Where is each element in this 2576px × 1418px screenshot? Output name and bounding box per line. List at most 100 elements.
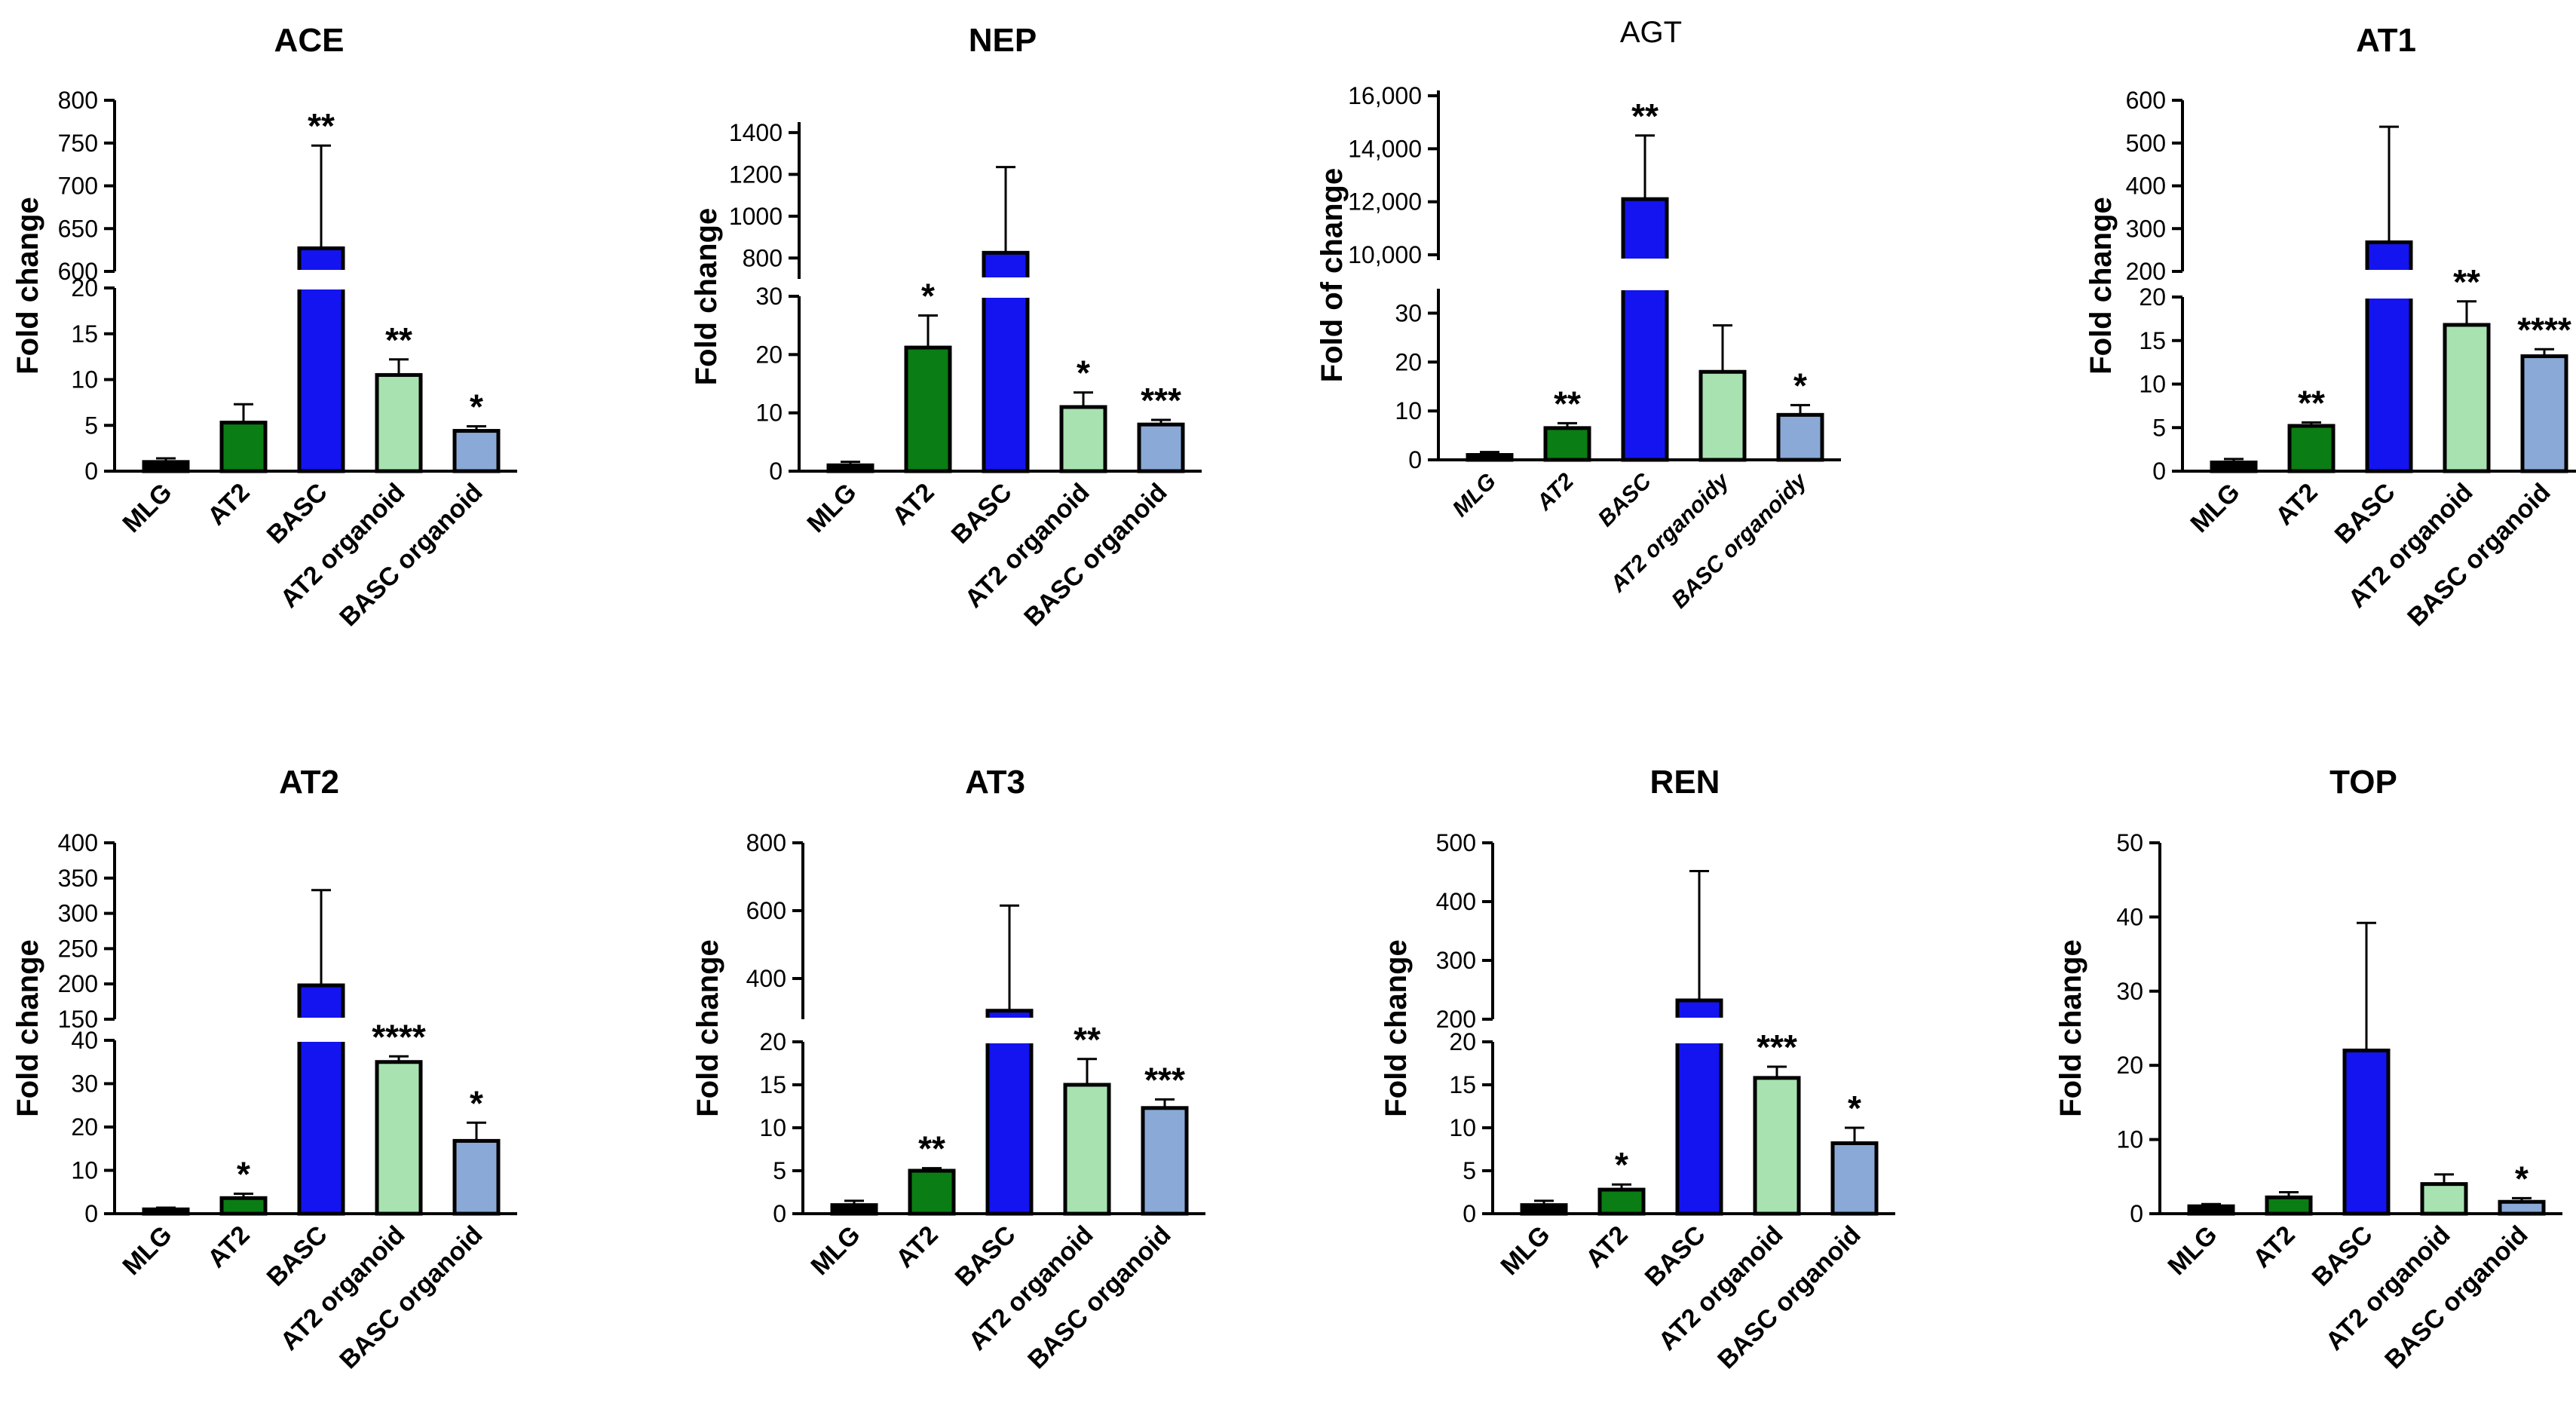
x-tick-label-basc-organoid: BASC organoid	[1712, 1220, 1867, 1375]
bar-at2-organoid	[1698, 369, 1747, 462]
bar-at2	[2287, 424, 2336, 473]
chart-title: NEP	[969, 22, 1037, 59]
y-upper-tick-label: 14,000	[1348, 135, 1422, 162]
y-upper-tick-label: 700	[58, 173, 98, 200]
y-lower-tick-label: 20	[759, 1028, 786, 1055]
y-lower-tick-label: 5	[1463, 1157, 1476, 1184]
y-lower-tick-label: 15	[759, 1071, 786, 1098]
bar-basc-organoid-significance: *	[1793, 366, 1807, 405]
y-upper-tick-label: 1000	[729, 203, 783, 230]
x-tick-label-at2: AT2	[2247, 1220, 2301, 1274]
y-tick-label: 30	[2116, 978, 2143, 1005]
x-tick-label-basc: BASC	[262, 478, 333, 550]
x-tick-label-at2: AT2	[890, 1220, 944, 1274]
y-lower-tick-label: 20	[755, 341, 783, 368]
bar-at2	[1597, 1187, 1646, 1216]
bar-at2	[2265, 1195, 2313, 1216]
y-lower-tick-label: 30	[71, 1070, 98, 1098]
y-lower-tick-label: 15	[71, 320, 98, 348]
x-tick-label-basc: BASC	[262, 1220, 333, 1292]
x-tick-label-mlg: MLG	[1447, 469, 1500, 522]
x-tick-label-at2: AT2	[1531, 468, 1579, 516]
x-tick-label-basc: BASC	[1594, 468, 1657, 531]
y-lower-tick-label: 10	[1449, 1114, 1476, 1141]
bar-at2-organoid-significance: *	[1077, 354, 1090, 393]
chart-title: AT1	[2356, 22, 2416, 59]
x-tick-label-basc-organoid: BASC organoid	[334, 1220, 489, 1375]
y-lower-tick-label: 5	[2152, 414, 2166, 441]
bar-basc-organoid	[1137, 422, 1185, 473]
bar-mlg	[1466, 453, 1514, 462]
x-tick-label-mlg: MLG	[2185, 478, 2245, 538]
x-tick-label-basc: BASC	[950, 1220, 1022, 1292]
x-tick-label-at2: AT2	[1580, 1220, 1634, 1274]
y-lower-tick-label: 20	[1449, 1028, 1476, 1055]
y-lower-tick-label: 20	[1395, 348, 1422, 375]
bar-at2-organoid	[1063, 1083, 1111, 1216]
x-tick-label-basc-organoid: BASC organoid	[2379, 1220, 2534, 1375]
chart-title: REN	[1650, 764, 1720, 801]
x-tick-label-basc-organoid: BASC organoid	[1022, 1220, 1177, 1375]
y-upper-tick-label: 12,000	[1348, 188, 1422, 216]
y-lower-tick-label: 15	[1449, 1071, 1476, 1098]
bar-basc-organoid-significance: *	[2515, 1159, 2529, 1198]
chart-panel-agt: AGT Fold of change 0 10 20 30 10,000 12,000 14,0…	[1316, 16, 1841, 613]
chart-title: AT2	[279, 764, 339, 801]
bar-at2-significance: **	[1554, 384, 1581, 423]
x-tick-label-basc-organoid: BASC organoid	[2402, 478, 2556, 632]
x-tick-label-mlg: MLG	[805, 1220, 865, 1281]
bar-basc-organoid-significance: ****	[2517, 310, 2571, 349]
y-upper-tick-label: 150	[58, 1006, 98, 1033]
bar-at2	[219, 421, 268, 473]
bar-at2	[904, 345, 952, 473]
y-lower-tick-label: 10	[71, 366, 98, 394]
y-tick-label: 50	[2116, 829, 2143, 856]
bar-basc	[1621, 197, 1669, 462]
y-upper-tick-label: 10,000	[1348, 241, 1422, 268]
y-upper-tick-label: 750	[58, 130, 98, 157]
y-tick-label: 10	[2116, 1126, 2143, 1153]
y-upper-tick-label: 600	[746, 897, 786, 924]
y-axis-label: Fold change	[1380, 939, 1413, 1117]
bar-basc-organoid-significance: *	[470, 1083, 483, 1122]
chart-title: TOP	[2329, 764, 2397, 801]
y-lower-tick-label: 20	[71, 274, 98, 302]
bar-at2-significance: **	[918, 1129, 945, 1168]
y-lower-tick-label: 10	[2139, 371, 2166, 398]
x-tick-label-at2: AT2	[2270, 478, 2323, 531]
bar-basc-significance: **	[1631, 96, 1659, 136]
y-lower-tick-label: 20	[2139, 283, 2166, 311]
y-lower-tick-label: 0	[769, 458, 783, 485]
y-upper-tick-label: 500	[1436, 829, 1476, 856]
y-upper-tick-label: 200	[2126, 258, 2166, 285]
bar-at2-organoid-significance: **	[385, 320, 412, 360]
y-lower-tick-label: 30	[1395, 299, 1422, 326]
y-lower-tick-label: 20	[71, 1113, 98, 1141]
bar-basc-organoid	[1776, 412, 1824, 462]
bar-basc-significance: **	[308, 106, 335, 145]
y-upper-tick-label: 400	[1436, 888, 1476, 915]
y-axis-label: Fold change	[11, 197, 44, 375]
bar-basc-axis-break	[296, 270, 346, 289]
bar-basc-organoid-significance: ***	[1141, 381, 1181, 420]
y-upper-tick-label: 200	[58, 970, 98, 997]
chart-title: AGT	[1620, 16, 1682, 49]
y-lower-tick-label: 0	[773, 1200, 786, 1227]
bar-at2-organoid	[2443, 323, 2491, 473]
y-lower-tick-label: 30	[755, 283, 783, 310]
y-upper-tick-label: 400	[2126, 173, 2166, 200]
y-lower-tick-label: 15	[2139, 327, 2166, 354]
bar-mlg	[1520, 1203, 1568, 1216]
bar-basc-axis-break	[2364, 270, 2414, 299]
y-axis-label: Fold change	[690, 208, 723, 386]
y-upper-tick-label: 300	[58, 900, 98, 927]
bar-basc	[2342, 1049, 2391, 1216]
y-upper-tick-label: 16,000	[1348, 82, 1422, 109]
y-tick-label: 40	[2116, 903, 2143, 930]
